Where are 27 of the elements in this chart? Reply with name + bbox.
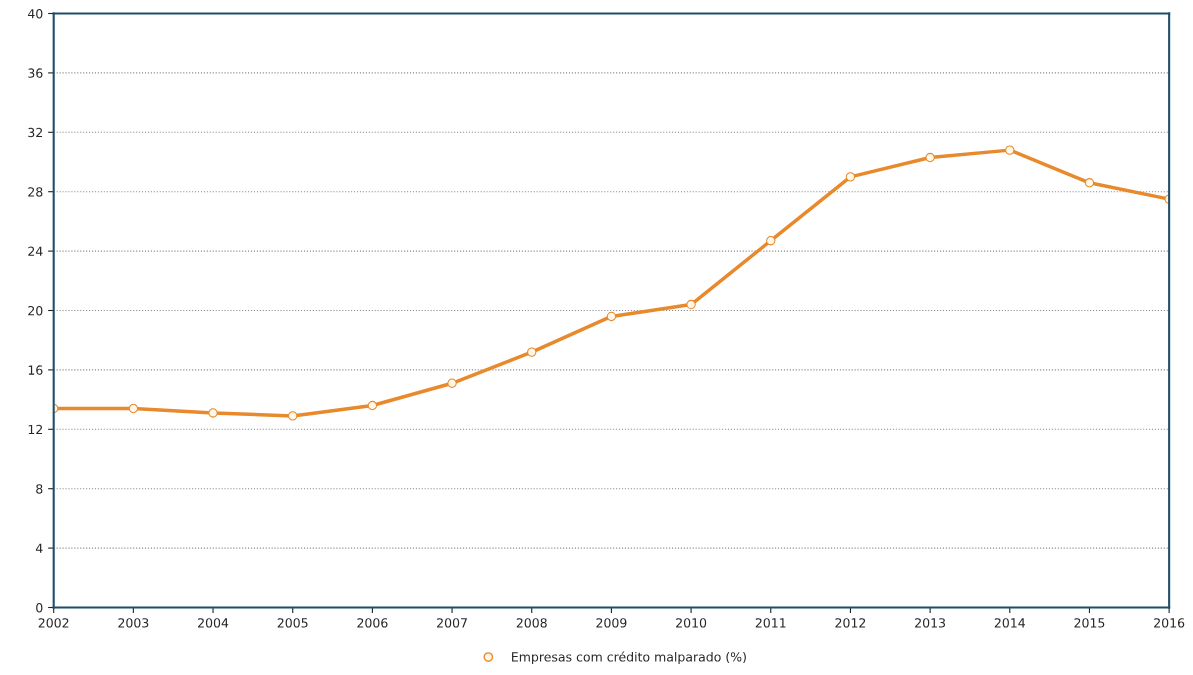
y-tick-label: 8 bbox=[36, 484, 43, 494]
y-tick-label: 20 bbox=[28, 305, 43, 316]
y-tick-label: 0 bbox=[36, 602, 43, 613]
y-tick-label: 24 bbox=[28, 246, 43, 256]
x-tick-label: 2004 bbox=[198, 618, 229, 628]
x-tick-label: 2012 bbox=[835, 618, 866, 628]
x-tick-label: 2002 bbox=[38, 618, 69, 628]
y-tick-label: 4 bbox=[35, 543, 43, 553]
x-tick-label: 2007 bbox=[437, 618, 467, 628]
x-tick-label: 2006 bbox=[357, 618, 388, 628]
x-tick-label: 2014 bbox=[994, 618, 1025, 628]
x-tick-label: 2009 bbox=[596, 618, 627, 628]
x-tick-label: 2015 bbox=[1074, 618, 1105, 628]
x-tick-label: 2011 bbox=[755, 618, 786, 628]
y-tick-label: 12 bbox=[28, 424, 43, 435]
x-tick-label: 2003 bbox=[118, 618, 149, 628]
x-tick-label: 2005 bbox=[277, 618, 308, 628]
x-tick-label: 2016 bbox=[1154, 618, 1185, 628]
y-tick-label: 40 bbox=[27, 8, 43, 19]
x-tick-label: 2008 bbox=[516, 618, 547, 628]
legend-label: Empresas com crédito malparado (%) bbox=[512, 651, 746, 665]
x-tick-label: 2013 bbox=[915, 618, 946, 628]
x-tick-label: 2010 bbox=[676, 618, 707, 628]
y-tick-label: 32 bbox=[28, 127, 43, 138]
y-tick-label: 28 bbox=[28, 187, 43, 197]
y-tick-label: 36 bbox=[28, 68, 43, 78]
y-tick-label: 16 bbox=[28, 365, 43, 375]
